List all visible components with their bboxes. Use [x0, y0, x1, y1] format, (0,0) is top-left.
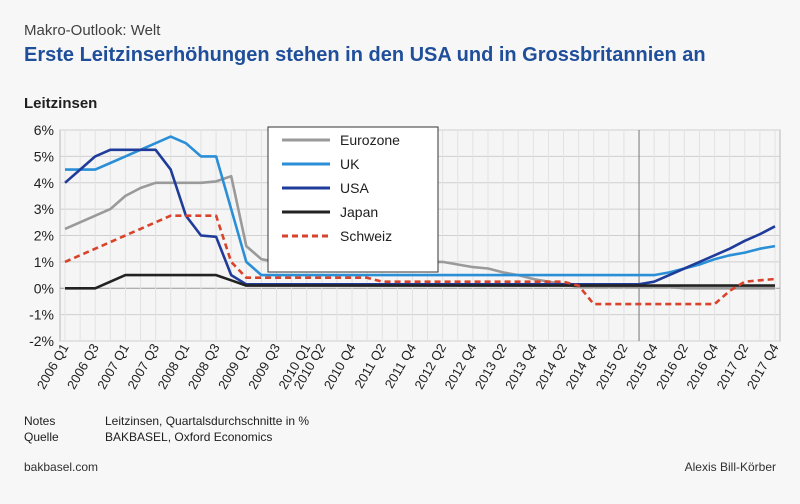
- legend-label-schweiz: Schweiz: [340, 228, 392, 244]
- legend-box: [267, 126, 439, 273]
- series-line-usa: [64, 148, 776, 286]
- y-tick-label: 1%: [34, 254, 54, 270]
- source-key: Quelle: [24, 430, 59, 444]
- kicker: Makro-Outlook: Welt: [24, 22, 161, 39]
- series-line-japan: [65, 273, 775, 290]
- footer-website: bakbasel.com: [24, 460, 99, 474]
- chart-subtitle: Leitzinsen: [24, 95, 98, 112]
- y-tick-label: 3%: [34, 201, 54, 217]
- y-tick-label: -1%: [29, 307, 54, 323]
- y-tick-label: 2%: [34, 228, 54, 244]
- headline: Erste Leitzinserhöhungen stehen in den U…: [24, 44, 706, 66]
- y-tick-label: 5%: [34, 148, 54, 164]
- y-tick-label: 4%: [34, 175, 54, 191]
- source-value: BAKBASEL, Oxford Economics: [105, 430, 273, 444]
- legend-label-eurozone: Eurozone: [340, 132, 400, 148]
- legend-label-uk: UK: [340, 156, 360, 172]
- notes: Notes Leitzinsen, Quartalsdurchschnitte …: [24, 414, 309, 446]
- y-tick-label: 0%: [34, 280, 54, 296]
- y-tick-label: -2%: [29, 333, 54, 349]
- legend-label-usa: USA: [340, 180, 369, 196]
- notes-key: Notes: [24, 414, 56, 428]
- series-line-uk: [65, 135, 776, 277]
- notes-value: Leitzinsen, Quartalsdurchschnitte in %: [105, 414, 310, 428]
- series-line-schweiz: [64, 214, 776, 306]
- notes-row: Notes Leitzinsen, Quartalsdurchschnitte …: [24, 414, 309, 430]
- footer-author: Alexis Bill-Körber: [684, 460, 776, 474]
- source-row: Quelle BAKBASEL, Oxford Economics: [24, 430, 309, 446]
- legend-label-japan: Japan: [340, 204, 378, 220]
- y-tick-label: 6%: [34, 122, 54, 138]
